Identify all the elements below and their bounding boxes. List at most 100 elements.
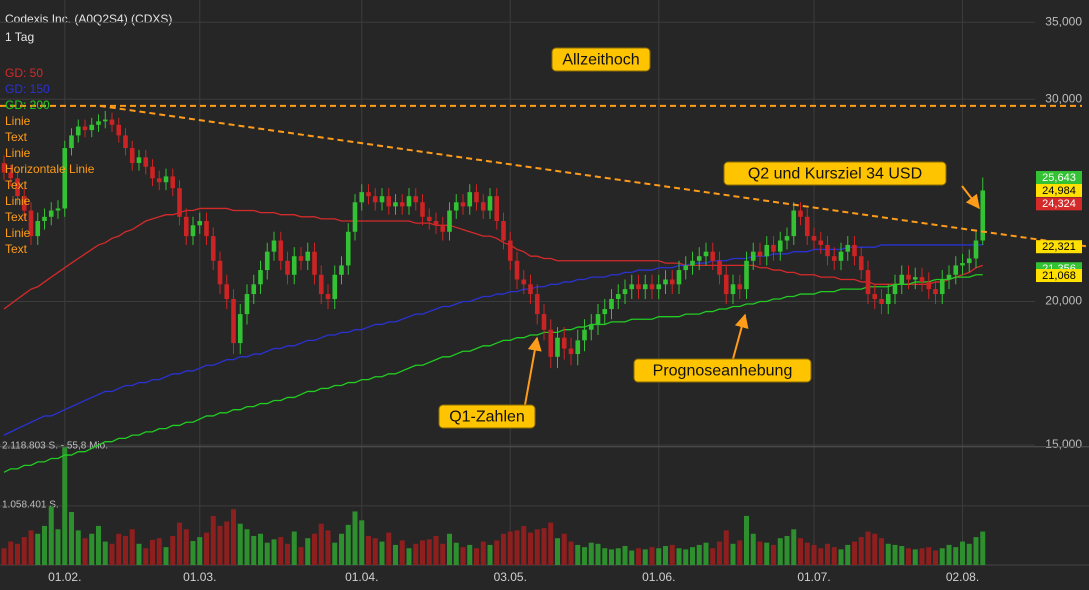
volume-bar	[879, 538, 884, 565]
candle-body	[892, 284, 898, 295]
volume-bar	[852, 541, 857, 565]
volume-bar	[487, 544, 493, 565]
x-tick-label: 02.08.	[946, 570, 979, 584]
candle-body	[737, 284, 743, 290]
volume-bar	[622, 546, 628, 565]
moving-average-line	[3, 274, 983, 473]
volume-bar	[204, 532, 209, 565]
candle-body	[973, 240, 979, 259]
volume-bar	[872, 533, 878, 565]
volume-bar	[163, 547, 169, 565]
candle-body	[75, 126, 81, 136]
candle-body	[345, 231, 351, 266]
volume-bar	[75, 530, 81, 565]
candle-body	[278, 240, 284, 261]
candle-body	[42, 216, 47, 222]
candle-body	[514, 260, 520, 280]
candle-body	[264, 251, 270, 271]
volume-bar	[528, 532, 533, 565]
volume-bar	[838, 549, 844, 565]
volume-bar	[460, 547, 466, 565]
candle-body	[528, 284, 533, 295]
volume-bar	[420, 540, 425, 565]
candle-body	[372, 196, 378, 203]
volume-bar	[150, 539, 155, 565]
volume-bar	[514, 530, 520, 565]
y-tick-label: 35,000	[1045, 14, 1082, 28]
candle-body	[386, 196, 392, 207]
volume-bar	[919, 548, 925, 565]
candle-body	[48, 210, 54, 217]
candle-body	[440, 225, 446, 232]
candle-body	[332, 274, 338, 299]
volume-bar	[231, 509, 236, 565]
volume-bar	[264, 542, 270, 565]
volume-bar	[831, 547, 837, 565]
volume-bar	[960, 541, 965, 565]
annotation-box	[551, 47, 651, 72]
volume-bar	[534, 529, 540, 565]
volume-bar	[885, 543, 891, 565]
volume-bar	[568, 541, 574, 565]
candle-body	[676, 270, 682, 285]
volume-bar	[393, 544, 398, 565]
trend-line	[99, 104, 1089, 248]
volume-bar	[750, 533, 756, 565]
candle-body	[966, 258, 972, 264]
volume-bar	[865, 531, 871, 565]
candle-body	[703, 251, 709, 257]
volume-bar	[453, 542, 459, 565]
candle-body	[136, 157, 142, 163]
volume-bar	[703, 542, 709, 565]
candle-body	[480, 202, 486, 211]
candle-body	[595, 314, 601, 325]
x-tick-label: 01.04.	[345, 570, 378, 584]
volume-bar	[892, 544, 898, 565]
candle-body	[69, 135, 74, 149]
candle-body	[548, 329, 554, 357]
candle-body	[568, 348, 574, 355]
volume-bar	[28, 530, 34, 565]
volume-bar	[939, 548, 945, 565]
candle-body	[629, 284, 635, 290]
volume-bar	[609, 549, 614, 565]
candle-body	[251, 284, 257, 295]
candle-body	[764, 244, 770, 257]
candle-body	[649, 284, 655, 290]
price-tag	[1036, 170, 1082, 184]
volume-bar	[588, 542, 594, 565]
x-tick-label: 01.07.	[797, 570, 830, 584]
volume-bar	[494, 540, 500, 565]
candle-body	[669, 279, 675, 285]
volume-bar	[217, 525, 223, 565]
candle-body	[312, 251, 317, 275]
volume-bar	[170, 535, 176, 565]
volume-bar	[359, 520, 365, 565]
x-tick-label: 03.05.	[494, 570, 527, 584]
volume-bar	[899, 546, 905, 565]
candle-body	[244, 294, 250, 315]
volume-bar	[339, 533, 344, 565]
candle-body	[541, 314, 547, 330]
candle-body	[379, 196, 385, 203]
candle-body	[926, 281, 932, 290]
volume-bar	[210, 515, 216, 565]
candle-body	[980, 190, 986, 241]
candle-body	[723, 274, 729, 295]
volume-bar	[764, 542, 770, 565]
candle-body	[865, 270, 871, 295]
volume-bar	[501, 533, 506, 565]
volume-bar	[190, 541, 196, 565]
candle-body	[872, 294, 878, 299]
candle-body	[298, 256, 304, 261]
candle-body	[744, 260, 749, 290]
candle-body	[460, 202, 466, 207]
annotation-box	[633, 358, 812, 383]
price-tag-label: 21,068	[1042, 270, 1076, 282]
volume-bar	[555, 538, 560, 565]
candle-body	[150, 166, 155, 179]
annotation-text: Q2 und Kursziel 34 USD	[748, 166, 922, 183]
legend-tool: Text	[5, 178, 28, 192]
volume-bar	[548, 522, 554, 565]
